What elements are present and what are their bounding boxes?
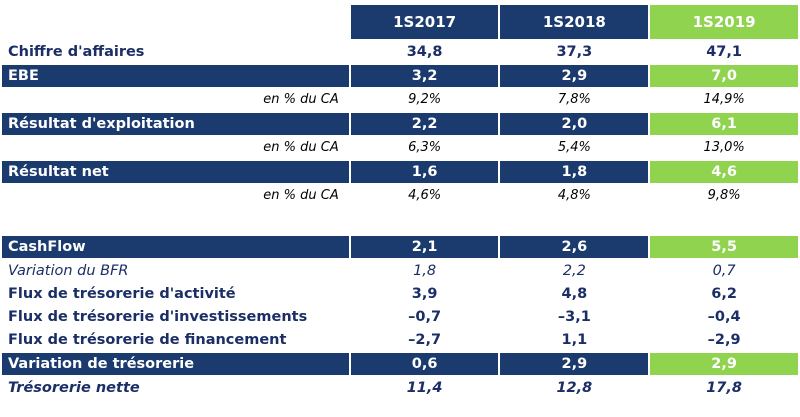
row-variation-bfr: Variation du BFR 1,8 2,2 0,7	[2, 261, 798, 281]
cell-1s2018: –3,1	[557, 309, 591, 325]
row-label: Variation de trésorerie	[2, 353, 349, 375]
cell-1s2018: 2,9	[500, 65, 649, 87]
cell-1s2017: 2,1	[350, 236, 499, 258]
financial-table: 1S2017 1S2018 1S2019 Chiffre d'affaires …	[0, 2, 800, 401]
cell-1s2018: 1,8	[500, 161, 649, 183]
row-label: en % du CA	[263, 188, 339, 203]
cell-1s2019: 7,0	[650, 65, 798, 87]
cell-1s2017: 4,6%	[408, 188, 442, 203]
cell-1s2019: 9,8%	[707, 188, 741, 203]
cell-1s2017: 0,6	[350, 353, 499, 375]
cell-1s2019: –2,9	[707, 332, 741, 348]
cell-1s2018: 37,3	[556, 44, 593, 60]
row-resultat-net: Résultat net 1,6 1,8 4,6	[2, 161, 798, 183]
row-label: Flux de trésorerie d'activité	[8, 286, 236, 302]
cell-1s2017: –0,7	[408, 309, 442, 325]
cell-1s2019: –0,4	[707, 309, 741, 325]
cell-1s2019: 13,0%	[703, 140, 745, 155]
cell-1s2018: 2,2	[562, 263, 586, 279]
row-flux-activite: Flux de trésorerie d'activité 3,9 4,8 6,…	[2, 284, 798, 304]
row-flux-financement: Flux de trésorerie de financement –2,7 1…	[2, 330, 798, 350]
header-1s2019: 1S2019	[650, 5, 798, 39]
cell-1s2017: 34,8	[406, 44, 443, 60]
row-label: CashFlow	[2, 236, 349, 258]
cell-1s2018: 1,1	[561, 332, 588, 348]
row-label: Flux de trésorerie de financement	[8, 332, 287, 348]
cell-1s2017: 11,4	[406, 380, 443, 396]
row-ebe-pct: en % du CA 9,2% 7,8% 14,9%	[2, 90, 798, 110]
cell-1s2019: 14,9%	[703, 92, 745, 107]
row-cashflow: CashFlow 2,1 2,6 5,5	[2, 236, 798, 258]
row-label: Chiffre d'affaires	[8, 44, 145, 60]
cell-1s2017: 9,2%	[408, 92, 442, 107]
cell-1s2017: 6,3%	[408, 140, 442, 155]
cell-1s2018: 12,8	[556, 380, 593, 396]
cell-1s2019: 5,5	[650, 236, 798, 258]
row-label: EBE	[2, 65, 349, 87]
cell-1s2019: 17,8	[706, 380, 742, 396]
row-ebe: EBE 3,2 2,9 7,0	[2, 65, 798, 87]
row-variation-tresorerie: Variation de trésorerie 0,6 2,9 2,9	[2, 353, 798, 375]
header-row: 1S2017 1S2018 1S2019	[2, 5, 798, 39]
cell-1s2019: 4,6	[650, 161, 798, 183]
cell-1s2019: 6,2	[711, 286, 737, 302]
cell-1s2018: 4,8	[561, 286, 588, 302]
cell-1s2018: 5,4%	[557, 140, 591, 155]
row-label: en % du CA	[263, 92, 339, 107]
row-tresorerie-nette: Trésorerie nette 11,4 12,8 17,8	[2, 378, 798, 398]
header-blank-cell	[2, 5, 349, 39]
row-label: Résultat d'exploitation	[2, 113, 349, 135]
cell-1s2017: 1,8	[413, 263, 437, 279]
cell-1s2019: 47,1	[706, 44, 742, 60]
cell-1s2017: 1,6	[350, 161, 499, 183]
cell-1s2017: –2,7	[408, 332, 442, 348]
row-label: Variation du BFR	[8, 263, 129, 279]
cell-1s2019: 2,9	[650, 353, 798, 375]
row-chiffre-affaires: Chiffre d'affaires 34,8 37,3 47,1	[2, 42, 798, 62]
row-label: Trésorerie nette	[8, 380, 140, 396]
cell-1s2018: 4,8%	[557, 188, 591, 203]
cell-1s2017: 2,2	[350, 113, 499, 135]
cell-1s2019: 0,7	[712, 263, 736, 279]
cell-1s2018: 2,9	[500, 353, 649, 375]
cell-1s2019: 6,1	[650, 113, 798, 135]
row-net-pct: en % du CA 4,6% 4,8% 9,8%	[2, 186, 798, 206]
row-label: en % du CA	[263, 140, 339, 155]
row-flux-investissements: Flux de trésorerie d'investissements –0,…	[2, 307, 798, 327]
row-exploitation-pct: en % du CA 6,3% 5,4% 13,0%	[2, 138, 798, 158]
row-label: Flux de trésorerie d'investissements	[8, 309, 308, 325]
row-resultat-exploitation: Résultat d'exploitation 2,2 2,0 6,1	[2, 113, 798, 135]
cell-1s2018: 2,0	[500, 113, 649, 135]
row-label: Résultat net	[2, 161, 349, 183]
header-1s2018: 1S2018	[500, 5, 649, 39]
header-1s2017: 1S2017	[350, 5, 499, 39]
cell-1s2017: 3,9	[411, 286, 438, 302]
spacer-row	[2, 209, 798, 233]
cell-1s2018: 7,8%	[557, 92, 591, 107]
cell-1s2018: 2,6	[500, 236, 649, 258]
cell-1s2017: 3,2	[350, 65, 499, 87]
